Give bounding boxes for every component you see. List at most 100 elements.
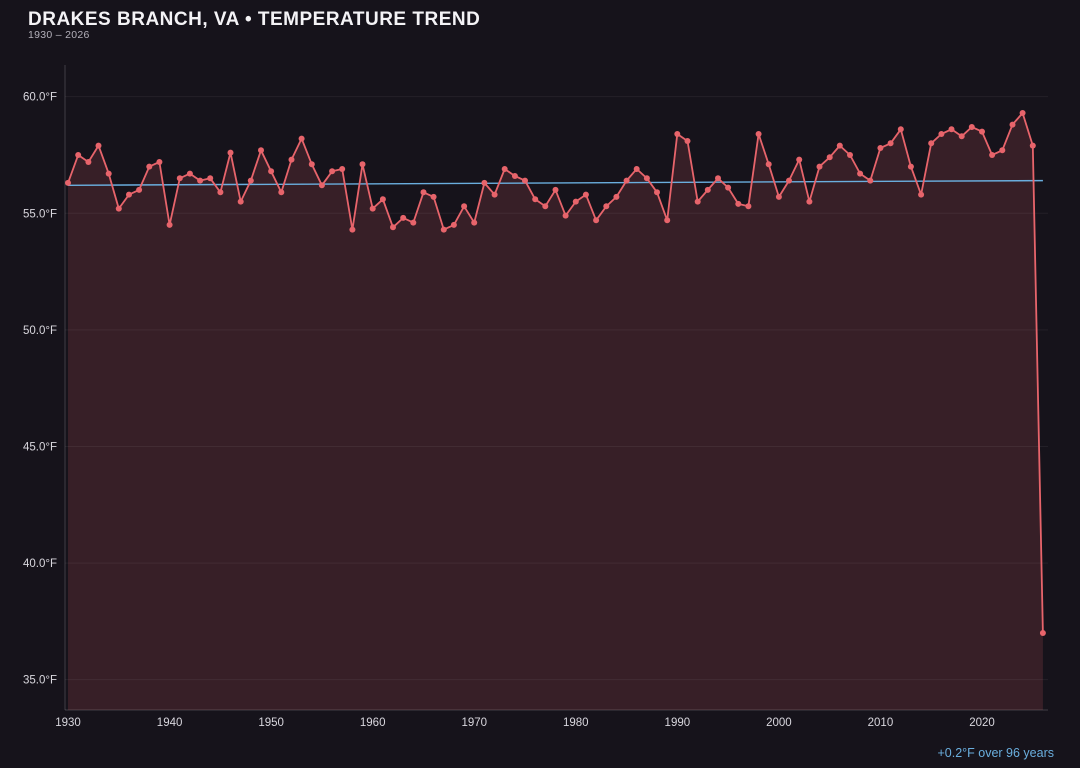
data-point: [765, 161, 772, 168]
data-point: [75, 152, 82, 158]
data-point: [715, 175, 721, 182]
data-point: [440, 226, 447, 233]
data-point: [755, 131, 762, 137]
data-point: [461, 203, 468, 210]
data-point: [207, 175, 214, 182]
data-point: [288, 156, 295, 163]
data-point: [318, 182, 325, 189]
data-point: [247, 177, 254, 184]
data-point: [156, 159, 163, 165]
x-tick-label: 1930: [55, 717, 81, 729]
data-point: [136, 186, 143, 193]
data-point: [166, 221, 173, 228]
data-point: [674, 131, 681, 137]
data-point: [847, 152, 853, 158]
data-point: [907, 163, 914, 170]
data-point: [430, 193, 437, 200]
x-tick-label: 1970: [461, 717, 487, 729]
data-point: [359, 161, 366, 168]
data-point: [258, 147, 264, 154]
data-point: [237, 198, 244, 205]
data-point: [816, 163, 823, 170]
chart-subtitle: 1930 – 2026: [28, 29, 90, 41]
y-tick-label: 55.0°F: [23, 208, 57, 220]
data-point: [796, 156, 803, 163]
data-point: [95, 142, 102, 149]
data-point: [582, 191, 589, 198]
data-point: [897, 126, 904, 133]
x-tick-label: 2010: [868, 717, 894, 729]
data-point: [176, 175, 183, 182]
x-tick-label: 1980: [563, 717, 589, 729]
data-point: [775, 193, 782, 200]
data-point: [85, 159, 92, 165]
data-point: [511, 173, 518, 179]
y-tick-label: 60.0°F: [23, 92, 57, 104]
data-point: [308, 161, 315, 168]
data-point: [887, 140, 894, 147]
data-point: [603, 203, 610, 210]
data-point: [227, 149, 234, 156]
data-point: [786, 177, 792, 184]
data-point: [542, 203, 549, 210]
data-point: [968, 124, 975, 130]
data-point: [146, 163, 153, 170]
data-point: [704, 186, 711, 193]
data-point: [979, 128, 985, 135]
data-point: [989, 152, 996, 158]
data-point: [664, 217, 671, 224]
data-point: [278, 189, 285, 196]
data-point: [836, 142, 843, 149]
data-point: [1019, 110, 1026, 116]
data-point: [725, 184, 732, 191]
data-point: [379, 196, 386, 203]
data-point: [1009, 121, 1016, 128]
data-point: [105, 170, 112, 177]
data-point: [115, 205, 122, 212]
data-point: [420, 189, 427, 196]
data-point: [745, 203, 752, 210]
x-tick-label: 2020: [969, 717, 995, 729]
data-point: [349, 226, 356, 233]
data-point: [481, 179, 488, 186]
data-point: [298, 135, 305, 142]
data-point: [450, 221, 457, 228]
data-point: [958, 133, 965, 140]
y-tick-label: 50.0°F: [23, 325, 57, 337]
data-point: [613, 193, 620, 200]
data-point: [938, 131, 945, 137]
data-point: [643, 175, 650, 182]
data-point: [593, 217, 600, 224]
y-tick-label: 35.0°F: [23, 675, 57, 687]
data-point: [65, 179, 71, 186]
data-point: [197, 177, 204, 184]
data-point: [522, 177, 528, 184]
y-tick-label: 40.0°F: [23, 558, 57, 570]
y-tick-label: 45.0°F: [23, 441, 57, 453]
data-point: [471, 219, 478, 226]
data-point: [532, 196, 539, 203]
data-point: [1029, 142, 1036, 149]
data-point: [857, 170, 864, 177]
data-point: [329, 168, 336, 175]
data-point: [867, 177, 874, 184]
data-point: [654, 189, 660, 196]
trend-line: [68, 179, 1043, 186]
x-tick-label: 1940: [157, 717, 183, 729]
data-point: [369, 205, 376, 212]
data-point: [562, 212, 569, 219]
data-point: [410, 219, 417, 226]
x-tick-label: 2000: [766, 717, 792, 729]
data-point: [126, 191, 132, 198]
chart-title: DRAKES BRANCH, VA • TEMPERATURE TREND: [28, 9, 481, 30]
data-point: [877, 145, 884, 151]
data-point: [806, 198, 813, 205]
data-point: [999, 147, 1006, 154]
data-point: [684, 138, 691, 144]
data-point: [623, 177, 630, 184]
data-point: [928, 140, 935, 147]
data-point: [1039, 630, 1046, 636]
x-tick-label: 1960: [360, 717, 386, 729]
